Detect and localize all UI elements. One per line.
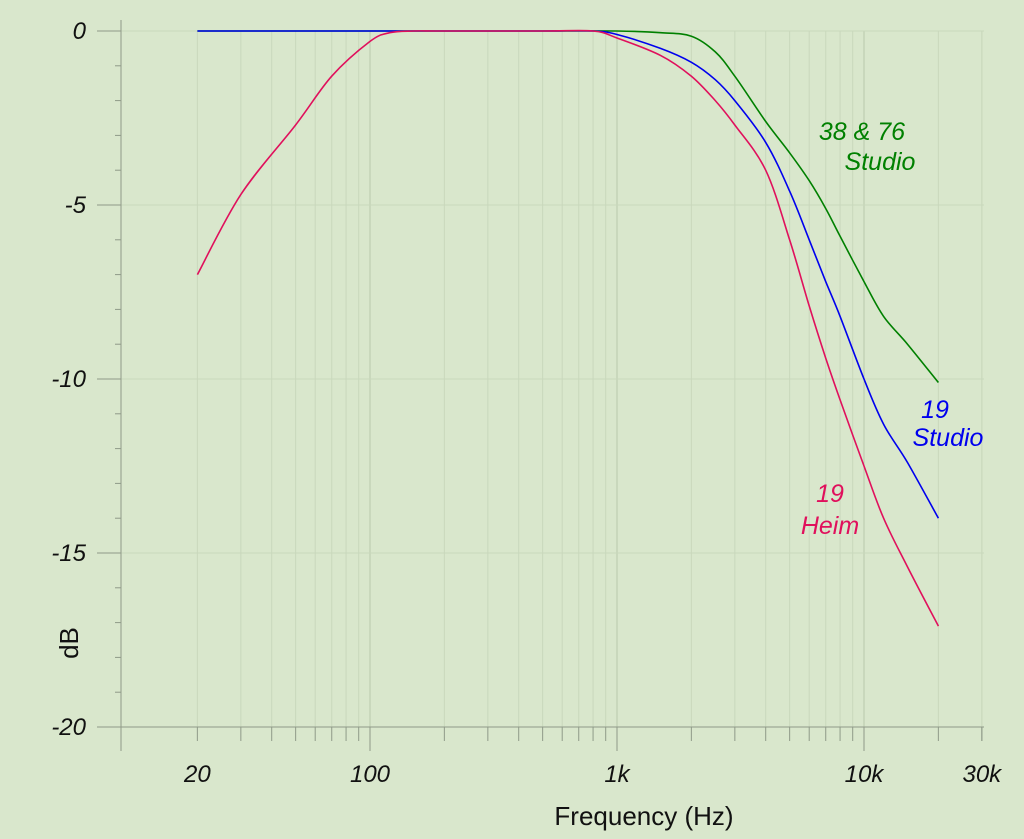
series-label-19-heim: Heim: [801, 512, 859, 540]
y-tick-label: -5: [65, 192, 87, 219]
series-label-19-heim: 19: [816, 480, 844, 508]
y-tick-label: 0: [73, 18, 87, 45]
tick-labels: 0 -5 -10 -15 -20 20 100 1k 10k 30k: [51, 18, 1003, 788]
y-tick-label: -20: [51, 714, 86, 741]
x-axis-title: Frequency (Hz): [554, 801, 733, 831]
ticks: [97, 30, 983, 751]
x-tick-label: 30k: [962, 761, 1003, 788]
x-tick-label: 100: [350, 761, 391, 788]
series-label-19-studio: Studio: [913, 424, 984, 452]
y-tick-label: -15: [51, 540, 86, 567]
series-label-19-studio: 19: [921, 396, 949, 424]
series-line-19-studio: [197, 29, 940, 519]
x-tick-label: 10k: [845, 761, 886, 788]
x-tick-label: 1k: [604, 761, 631, 788]
y-tick-label: -10: [51, 366, 86, 393]
x-tick-label: 20: [183, 761, 211, 788]
series-lines: [196, 29, 940, 627]
y-axis-title: dB: [54, 627, 84, 659]
series-label-38-76-studio: Studio: [845, 148, 916, 176]
series-line-19-heim: [196, 29, 940, 627]
axes: [97, 20, 984, 751]
series-label-38-76-studio: 38 & 76: [819, 118, 905, 146]
series-line-38-76-studio: [197, 30, 940, 384]
